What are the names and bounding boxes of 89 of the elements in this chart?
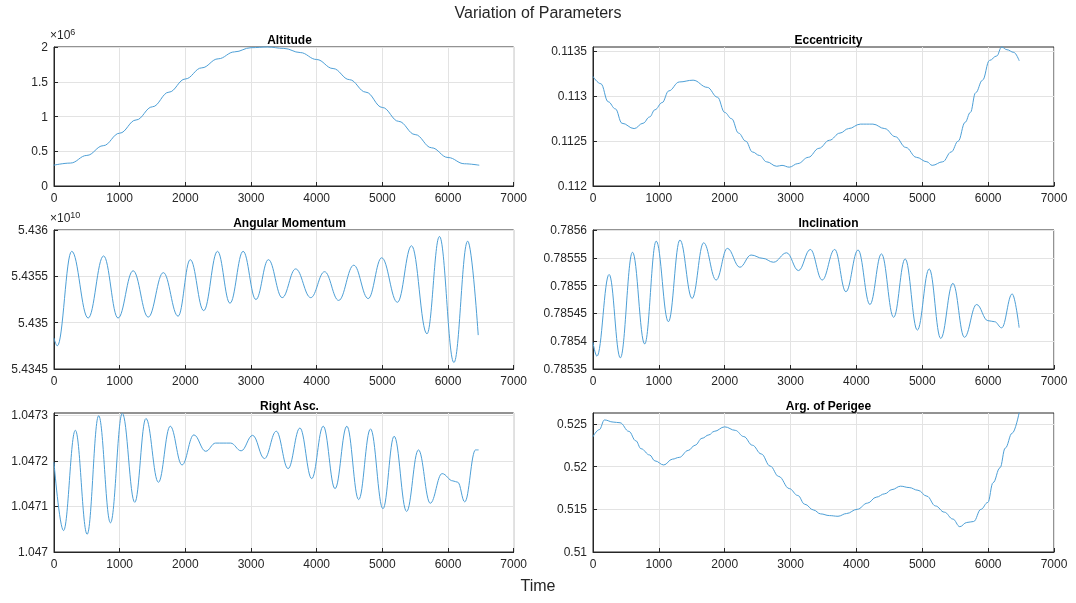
x-tick-label: 5000 xyxy=(368,374,396,388)
y-tick-label: 0.113 xyxy=(557,89,588,104)
y-tick-label: 2 xyxy=(41,40,49,54)
x-tick-label: 3000 xyxy=(777,374,805,388)
x-tick-label: 2000 xyxy=(171,374,199,388)
x-tick-label: 0 xyxy=(589,557,597,571)
y-tick-label: 1.5 xyxy=(31,74,49,89)
y-tick-label: 5.436 xyxy=(17,223,49,237)
y-tick-label: 0.112 xyxy=(557,179,588,193)
x-tick-label: 2000 xyxy=(171,557,199,571)
y-tick-label: 0.78535 xyxy=(543,362,588,376)
x-tick-label: 3000 xyxy=(237,374,265,388)
y-tick-label: 0.7856 xyxy=(550,223,588,237)
line-series xyxy=(592,46,1020,168)
x-tick-label: 0 xyxy=(589,191,597,205)
x-tick-label: 1000 xyxy=(106,557,134,571)
y-tick-label: 1.047 xyxy=(17,545,49,559)
chart-title: Right Asc. xyxy=(260,399,319,413)
y-tick-label: 5.4345 xyxy=(11,362,49,376)
x-tick-label: 6000 xyxy=(434,557,462,571)
y-tick-label: 0.51 xyxy=(563,545,588,559)
y-tick-label: 5.4355 xyxy=(11,269,49,284)
x-tick-label: 5000 xyxy=(908,191,936,205)
chart-title: Altitude xyxy=(267,33,313,47)
x-tick-label: 5000 xyxy=(368,191,396,205)
x-tick-label: 2000 xyxy=(711,191,739,205)
line-series xyxy=(53,412,479,535)
x-tick-label: 6000 xyxy=(974,557,1002,571)
y-tick-label: 0.78545 xyxy=(543,306,588,321)
x-tick-label: 2000 xyxy=(171,191,199,205)
x-tick-label: 4000 xyxy=(303,557,331,571)
text: Time xyxy=(519,577,557,595)
y-tick-label: 1.0471 xyxy=(11,499,49,514)
y-tick-label: 1 xyxy=(41,109,49,124)
x-tick-label: 6000 xyxy=(974,191,1002,205)
x-tick-label: 3000 xyxy=(777,557,805,571)
x-tick-label: 3000 xyxy=(777,191,805,205)
x-tick-label: 4000 xyxy=(303,191,331,205)
chart-title: Inclination xyxy=(798,216,859,230)
x-tick-label: 6000 xyxy=(434,374,462,388)
y-tick-label: 0.7855 xyxy=(550,278,588,293)
x-tick-label: 1000 xyxy=(645,374,673,388)
x-tick-label: 1000 xyxy=(106,191,134,205)
x-tick-label: 4000 xyxy=(843,374,871,388)
x-tick-label: 5000 xyxy=(908,557,936,571)
x-tick-label: 6000 xyxy=(434,191,462,205)
x-tick-label: 7000 xyxy=(1040,557,1068,571)
y-tick-label: 0 xyxy=(41,179,49,193)
x-tick-label: 7000 xyxy=(500,191,528,205)
x-tick-label: 0 xyxy=(50,374,58,388)
chart-title: Angular Momentum xyxy=(233,216,346,230)
line-series xyxy=(53,235,479,364)
y-tick-label: 0.5 xyxy=(31,144,49,159)
x-tick-label: 4000 xyxy=(843,557,871,571)
x-tick-label: 5000 xyxy=(908,374,936,388)
y-tick-label: 0.78555 xyxy=(543,250,588,265)
y-tick-label: 1.0472 xyxy=(11,453,49,468)
line-series xyxy=(592,239,1020,359)
x-tick-label: 0 xyxy=(50,191,58,205)
x-tick-label: 7000 xyxy=(500,374,528,388)
x-tick-label: 7000 xyxy=(1040,191,1068,205)
line-series xyxy=(592,412,1020,528)
x-tick-label: 1000 xyxy=(645,557,673,571)
x-tick-label: 3000 xyxy=(237,191,265,205)
y-tick-label: 0.7854 xyxy=(550,334,588,349)
x-tick-label: 4000 xyxy=(843,191,871,205)
y-tick-label: 0.515 xyxy=(556,502,588,517)
y-tick-label: 0.1125 xyxy=(551,134,588,149)
y-tick-label: 0.1135 xyxy=(551,44,588,59)
y-tick-label: 0.52 xyxy=(563,459,588,474)
line-series xyxy=(53,46,480,166)
x-tick-label: 4000 xyxy=(303,374,331,388)
x-tick-label: 3000 xyxy=(237,557,265,571)
x-tick-label: 0 xyxy=(589,374,597,388)
x-tick-label: 5000 xyxy=(368,557,396,571)
chart-title: Eccentricity xyxy=(794,33,863,47)
x-tick-label: 0 xyxy=(50,557,58,571)
x-tick-label: 2000 xyxy=(711,374,739,388)
y-tick-label: 5.435 xyxy=(17,315,49,330)
text: Variation of Parameters xyxy=(453,4,623,22)
y-tick-label: 1.0473 xyxy=(11,408,49,423)
x-tick-label: 7000 xyxy=(1040,374,1068,388)
x-tick-label: 6000 xyxy=(974,374,1002,388)
x-tick-label: 7000 xyxy=(500,557,528,571)
chart-title: Arg. of Perigee xyxy=(785,399,872,413)
x-tick-label: 2000 xyxy=(711,557,739,571)
x-tick-label: 1000 xyxy=(106,374,134,388)
y-tick-label: 0.525 xyxy=(556,416,588,431)
x-tick-label: 1000 xyxy=(645,191,673,205)
